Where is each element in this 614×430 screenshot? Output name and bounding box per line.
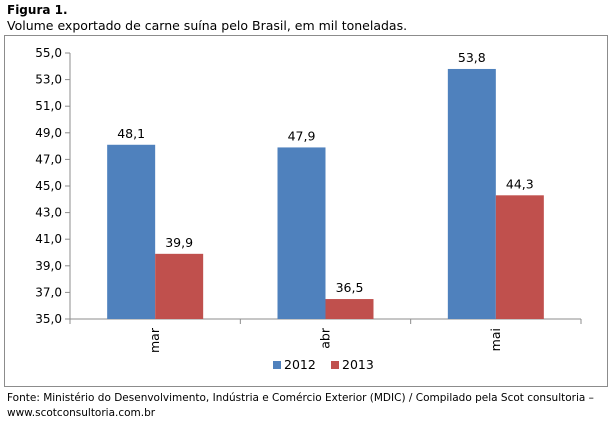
bar-2013-mai [495, 195, 544, 319]
y-tick-label: 49,0 [35, 126, 62, 140]
legend-swatch-2013 [331, 361, 339, 369]
legend-swatch-2012 [273, 361, 281, 369]
chart-title: Volume exportado de carne suína pelo Bra… [7, 18, 408, 33]
source-line-2: www.scotconsultoria.com.br [7, 407, 156, 419]
bar-2012-mai [447, 68, 496, 320]
source-line-1: Fonte: Ministério do Desenvolvimento, In… [7, 392, 594, 404]
y-tick-label: 51,0 [35, 99, 62, 113]
figure-label: Figura 1. [7, 3, 68, 17]
data-label: 39,9 [165, 235, 193, 250]
x-tick-label: abr [318, 327, 333, 349]
y-tick-label: 45,0 [35, 179, 62, 193]
bar-2012-mar [107, 144, 156, 319]
y-tick-label: 39,0 [35, 259, 62, 273]
bar-2013-mar [155, 253, 204, 319]
bars [107, 68, 544, 320]
data-label: 36,5 [336, 280, 364, 295]
data-label: 53,8 [458, 50, 486, 65]
y-tick-label: 37,0 [35, 285, 62, 299]
x-tick-label: mar [147, 327, 162, 353]
bar-chart: 35,0 37,0 39,0 41,0 43,0 45,0 47,0 49,0 51,0 53,0… [35, 46, 582, 372]
chart-frame: 35,0 37,0 39,0 41,0 43,0 45,0 47,0 49,0 51,0 53,0… [4, 35, 608, 387]
source-note: Fonte: Ministério do Desenvolvimento, In… [7, 391, 594, 421]
y-tick-label: 53,0 [35, 73, 62, 87]
x-tick-label: mai [488, 328, 503, 351]
y-tick-label: 47,0 [35, 152, 62, 166]
legend-label: 2013 [342, 357, 374, 372]
data-label: 44,3 [506, 176, 534, 191]
data-label: 47,9 [288, 128, 316, 143]
y-tick-label: 41,0 [35, 232, 62, 246]
y-tick-label: 43,0 [35, 206, 62, 220]
legend-label: 2012 [284, 357, 316, 372]
y-tick-label: 35,0 [35, 312, 62, 326]
bar-2012-abr [277, 147, 326, 319]
legend: 2012 2013 [273, 357, 374, 372]
data-label: 48,1 [117, 126, 145, 141]
y-tick-label: 55,0 [35, 46, 62, 60]
data-labels: 48,1 39,9 47,9 36,5 53,8 44,3 [117, 50, 534, 295]
bar-2013-abr [325, 299, 374, 319]
